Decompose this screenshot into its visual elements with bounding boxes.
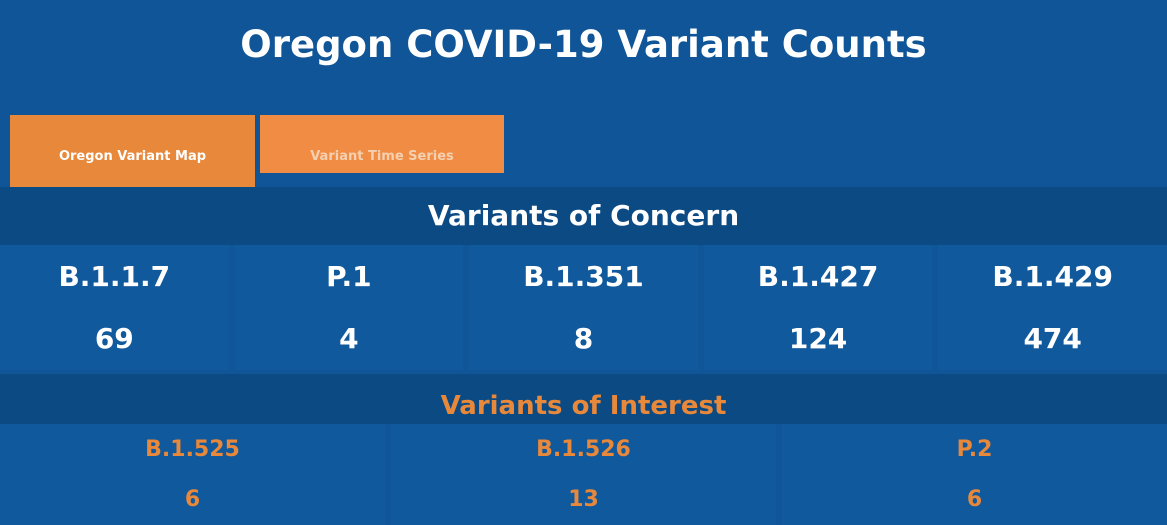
variant-card: B.1.429 474: [938, 245, 1167, 370]
variant-count: 13: [568, 487, 599, 513]
variant-card: B.1.351 8: [469, 245, 698, 370]
variant-card: P.2 6: [782, 424, 1167, 525]
variant-name: B.1.427: [757, 259, 879, 293]
variant-count: 69: [94, 322, 134, 356]
variant-name: B.1.526: [536, 436, 631, 462]
tab[interactable]: Variant Time Series: [260, 115, 504, 173]
variant-count: 6: [184, 487, 201, 513]
variant-count: 474: [1023, 322, 1082, 356]
tab[interactable]: Oregon Variant Map: [10, 115, 255, 187]
title: Oregon COVID-19 Variant Counts: [240, 23, 927, 66]
variant-name: P.2: [956, 436, 993, 462]
variant-card: B.1.526 13: [391, 424, 776, 525]
variant-count: 4: [339, 322, 359, 356]
variant-card: B.1.525 6: [0, 424, 385, 525]
variant-name: B.1.429: [992, 259, 1113, 293]
variant-count: 124: [788, 322, 848, 356]
variant-name: B.1.351: [523, 259, 644, 293]
concern-row: B.1.1.7 69 P.1 4 B.1.351 8 B.1.427 124 B.1.429 47…: [0, 245, 1167, 370]
variant-name: B.1.1.7: [58, 259, 171, 293]
variant-card: B.1.1.7 69: [0, 245, 229, 370]
variant-count: 8: [573, 322, 594, 356]
section-heading: Variants of Concern: [0, 187, 1167, 245]
variant-card: P.1 4: [234, 245, 464, 370]
variant-name: B.1.525: [145, 436, 240, 462]
section-heading: Variants of Interest: [0, 374, 1167, 424]
variant-card: B.1.427 124: [703, 245, 933, 370]
variant-count: 6: [966, 487, 983, 513]
interest-row: B.1.525 6 B.1.526 13 P.2 6: [0, 424, 1167, 525]
variant-name: P.1: [326, 259, 372, 293]
